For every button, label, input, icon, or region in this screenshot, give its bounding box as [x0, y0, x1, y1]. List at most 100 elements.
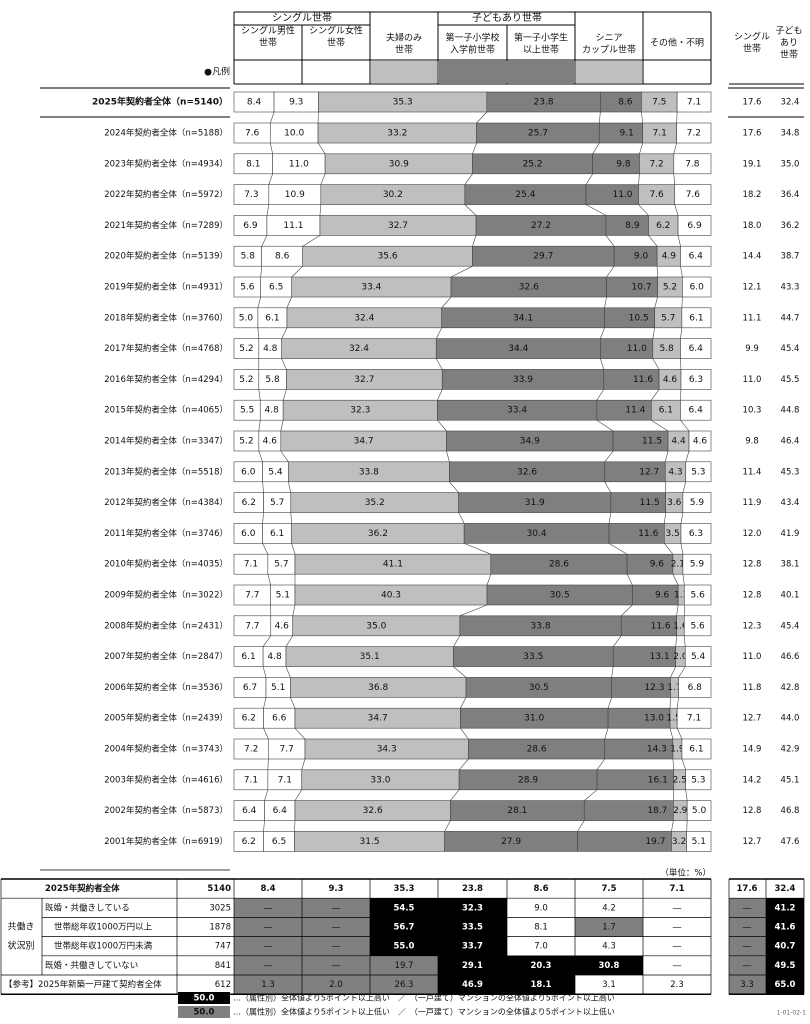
bar-value-label: 5.2 — [239, 344, 253, 354]
table-cell-fill — [507, 975, 575, 995]
bar-value-label: 5.2 — [663, 283, 677, 293]
table-row-n: 5140 — [207, 884, 231, 894]
single-total-value: 17.6 — [743, 98, 762, 108]
connector-line — [476, 111, 488, 124]
connector-line — [681, 758, 687, 770]
bar-value-label: 6.1 — [689, 313, 703, 323]
bar-value-label: 1.6 — [673, 621, 688, 631]
bar-value-label: 32.7 — [354, 375, 374, 385]
bar-value-label: 5.4 — [268, 467, 283, 477]
bar-segment — [680, 245, 712, 267]
bar-row-6: 2019年契約者全体（n=4931） 5.6 6.5 33.4 32.6 10.7 5.2 6… — [104, 276, 799, 298]
bar-segment — [678, 677, 712, 698]
connector-line — [675, 635, 677, 647]
bar-segment — [682, 553, 712, 575]
table-cell-fill — [302, 936, 370, 956]
single-total-value: 14.2 — [743, 775, 762, 785]
single-total-value: 11.8 — [743, 683, 762, 693]
single-total-value: 12.8 — [743, 591, 762, 601]
bar-value-label: 5.3 — [691, 467, 705, 477]
bar-value-label: 5.1 — [276, 591, 290, 601]
bar-value-label: 28.1 — [507, 806, 527, 816]
bar-value-label: 6.4 — [689, 252, 704, 262]
row-label: 2022年契約者全体（n=5972） — [104, 189, 228, 200]
table-cell-value: 30.8 — [599, 961, 620, 971]
row-label: 2015年契約者全体（n=4065） — [104, 405, 228, 416]
bar-value-label: 30.9 — [389, 159, 409, 169]
bar-segment — [682, 492, 712, 513]
bar-row-23: 2002年契約者全体（n=5873） 6.4 6.4 32.6 28.1 18.7 2.9 5… — [104, 800, 799, 821]
connector-line — [664, 512, 666, 524]
table-cell-value: ― — [673, 903, 682, 913]
bar-value-label: 35.0 — [366, 621, 386, 631]
table-row-label: 既婚・共働きしていない — [45, 960, 138, 971]
connector-line — [621, 604, 633, 617]
bar-row-18: 2007年契約者全体（n=2847） 6.1 4.8 35.1 33.5 13.1 2.0 5… — [104, 646, 799, 667]
row-label: 2004年契約者全体（n=3743） — [104, 744, 228, 755]
bar-value-label: 35.3 — [393, 98, 413, 108]
bar-value-label: 5.1 — [692, 837, 706, 847]
table-cell-value: 1.3 — [261, 980, 275, 990]
bar-value-label: 5.7 — [270, 498, 284, 508]
bar-value-label: 9.0 — [634, 252, 649, 262]
table-cell-value: 1.7 — [602, 923, 616, 933]
table-cell-value: 7.1 — [669, 884, 684, 894]
children-total-value: 44.7 — [781, 313, 800, 323]
single-total-value: 12.0 — [743, 529, 762, 539]
single-total-value: 10.3 — [743, 406, 762, 416]
table-cell-fill — [370, 917, 438, 937]
connector-line — [320, 173, 326, 185]
bar-value-label: 2.1 — [671, 560, 685, 570]
bar-value-label: 6.5 — [272, 837, 286, 847]
connector-line — [676, 728, 683, 740]
connector-line — [285, 666, 291, 678]
bar-segment — [684, 584, 712, 606]
bar-value-label: 32.6 — [363, 806, 383, 816]
bar-value-label: 34.3 — [377, 745, 397, 755]
bar-value-label: 5.8 — [265, 375, 280, 385]
table-cell-value: ― — [264, 961, 273, 971]
connector-line — [290, 512, 292, 524]
connector-line — [674, 204, 679, 216]
table-cell-value: 9.3 — [328, 884, 343, 894]
connector-line — [672, 574, 679, 586]
bar-value-label: 23.8 — [534, 98, 554, 108]
table-row-label: 世帯総年収1000万円未満 — [54, 941, 153, 952]
bar-segment — [686, 800, 712, 821]
table-cell-value: 18.1 — [531, 980, 552, 990]
connector-line — [585, 173, 593, 185]
bar-value-label: 11.4 — [625, 406, 645, 416]
bar-value-label: 2.5 — [673, 775, 687, 785]
connector-line — [464, 204, 477, 216]
bar-value-label: 6.4 — [242, 806, 257, 816]
children-total-value: 40.1 — [781, 591, 800, 601]
children-total-value: 36.2 — [781, 221, 800, 231]
bar-value-label: 7.2 — [649, 159, 663, 169]
table-cell-fill — [438, 898, 507, 918]
footnote-swatch — [178, 1006, 230, 1018]
footnote-text: …（属性別）全体値より5ポイント以上高い ／ （一戸建て）マンションの全体値より… — [233, 993, 615, 1003]
row-label: 2020年契約者全体（n=5139） — [104, 251, 228, 262]
bar-value-label: 7.6 — [649, 190, 664, 200]
table-cell-value: 3.1 — [602, 980, 616, 990]
bar-value-label: 6.1 — [265, 313, 279, 323]
connector-line — [654, 296, 658, 308]
connector-line — [257, 327, 260, 339]
header-col-5-line-0: シニア — [595, 34, 622, 44]
bar-row-7: 2018年契約者全体（n=3760） 5.0 6.1 32.4 34.1 10.5 5.7 6… — [104, 307, 800, 329]
children-total-value: 45.5 — [781, 375, 800, 385]
connector-line — [441, 296, 452, 308]
table-side-cell-fill — [766, 917, 804, 937]
bar-value-label: 5.8 — [241, 252, 256, 262]
bar-value-label: 13.1 — [650, 652, 670, 662]
bar-value-label: 32.6 — [517, 467, 537, 477]
header-col-2-line-0: 夫婦のみ — [386, 32, 422, 44]
connector-line — [446, 450, 450, 462]
unit-note: （単位：%） — [660, 868, 711, 879]
legend-swatch-0 — [235, 61, 301, 83]
children-total-value: 46.4 — [781, 437, 800, 447]
table-cell-value: ― — [332, 923, 341, 933]
row-label: 2024年契約者全体（n=5188） — [104, 128, 228, 139]
footnote-swatch-value: 50.0 — [194, 1008, 215, 1018]
